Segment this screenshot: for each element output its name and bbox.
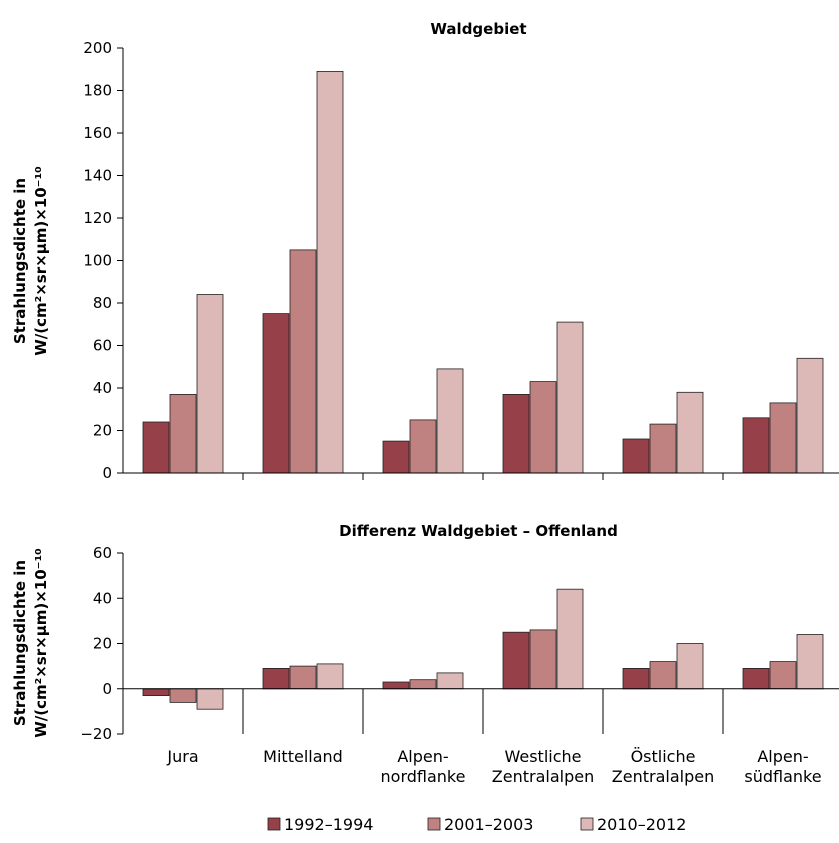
bar <box>529 381 557 474</box>
bar <box>169 688 197 703</box>
bar <box>289 249 317 474</box>
legend-swatch <box>427 817 441 831</box>
bar <box>196 688 224 710</box>
bar <box>502 631 530 690</box>
bar <box>316 663 344 690</box>
bar <box>262 668 290 690</box>
chart-panel-1: Waldgebiet Strahlungsdichte in W/(cm²×sr×µ… <box>11 20 839 482</box>
bar <box>622 438 650 474</box>
x-tick-label-line: Zentralalpen <box>492 767 594 786</box>
bar <box>436 368 464 474</box>
legend-label: 2001–2003 <box>444 815 533 834</box>
y-axis-label-line1: Strahlungsdichte in <box>11 178 29 344</box>
y-tick-label: 40 <box>93 379 112 397</box>
bar <box>196 294 224 474</box>
bar <box>436 672 464 690</box>
chart-title: Waldgebiet <box>430 20 526 38</box>
chart-title: Differenz Waldgebiet – Offenland <box>339 522 618 540</box>
bar <box>796 357 824 474</box>
y-tick-label: 160 <box>83 124 112 142</box>
bar <box>556 588 584 690</box>
x-tick-label: Jura <box>166 747 198 766</box>
x-tick-label: Östliche Zentralalpen <box>612 747 714 786</box>
legend-swatch <box>267 817 281 831</box>
bar <box>649 661 677 690</box>
bar <box>649 423 677 474</box>
chart-panel-2: Differenz Waldgebiet – Offenland Strahlun… <box>11 522 839 743</box>
bar <box>556 321 584 474</box>
bar <box>622 668 650 690</box>
y-tick-label: 120 <box>83 209 112 227</box>
y-tick-label: 0 <box>102 680 112 698</box>
bar <box>142 688 170 696</box>
y-tick-label: 20 <box>93 635 112 653</box>
y-tick-label: 60 <box>93 337 112 355</box>
x-tick-label-line: nordflanke <box>381 767 466 786</box>
legend-swatch <box>580 817 594 831</box>
x-tick-label: Alpen-nordflanke <box>381 747 466 786</box>
y-tick-label: −20 <box>80 725 112 743</box>
x-tick-label: Westliche Zentralalpen <box>492 747 594 786</box>
bar <box>796 634 824 690</box>
bar <box>769 661 797 690</box>
bar <box>676 643 704 690</box>
legend-label: 2010–2012 <box>597 815 686 834</box>
bar <box>502 393 530 474</box>
bar <box>316 71 344 474</box>
y-tick-label: 180 <box>83 82 112 100</box>
bar <box>742 668 770 690</box>
x-tick-label-line: Jura <box>166 747 198 766</box>
y-tick-label: 0 <box>102 464 112 482</box>
x-tick-label-line: Östliche <box>631 747 696 766</box>
legend-label: 1992–1994 <box>284 815 373 834</box>
bar <box>769 402 797 474</box>
x-tick-label-line: südflanke <box>744 767 821 786</box>
bar <box>409 679 437 690</box>
bar <box>142 421 170 474</box>
bar <box>169 393 197 474</box>
y-tick-label: 200 <box>83 39 112 57</box>
legend: 1992–1994 2001–2003 2010–2012 <box>267 815 686 834</box>
x-tick-label: Mittelland <box>263 747 343 766</box>
bar <box>529 629 557 690</box>
y-axis-label: Strahlungsdichte in W/(cm²×sr×µm)×10⁻¹⁰ <box>11 548 50 737</box>
y-axis-label-line2: W/(cm²×sr×µm)×10⁻¹⁰ <box>32 166 50 355</box>
bar <box>676 391 704 474</box>
x-tick-label-line: Alpen- <box>397 747 448 766</box>
bar <box>742 417 770 474</box>
y-tick-label: 100 <box>83 252 112 270</box>
y-tick-label: 140 <box>83 167 112 185</box>
y-tick-label: 80 <box>93 294 112 312</box>
x-tick-label-line: Westliche <box>504 747 581 766</box>
y-axis-label-line1: Strahlungsdichte in <box>11 560 29 726</box>
x-tick-label: Alpen-südflanke <box>744 747 821 786</box>
bar <box>289 665 317 690</box>
bar <box>409 419 437 474</box>
y-axis-label-line2: W/(cm²×sr×µm)×10⁻¹⁰ <box>32 548 50 737</box>
y-tick-label: 20 <box>93 422 112 440</box>
y-axis-label: Strahlungsdichte in W/(cm²×sr×µm)×10⁻¹⁰ <box>11 166 50 355</box>
bar <box>262 313 290 474</box>
y-tick-label: 60 <box>93 544 112 562</box>
x-tick-label-line: Alpen- <box>757 747 808 766</box>
x-tick-label-line: Zentralalpen <box>612 767 714 786</box>
y-tick-label: 40 <box>93 589 112 607</box>
bar <box>382 440 410 474</box>
bar <box>382 681 410 690</box>
x-tick-label-line: Mittelland <box>263 747 343 766</box>
